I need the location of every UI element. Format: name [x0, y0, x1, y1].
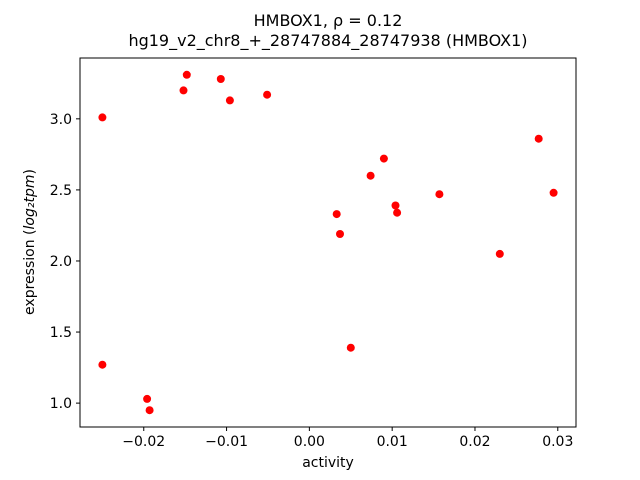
- x-axis-label: activity: [302, 455, 354, 471]
- y-tick-label: 1.5: [50, 325, 72, 341]
- data-point: [336, 230, 344, 238]
- data-point: [366, 171, 375, 180]
- data-point: [393, 208, 402, 217]
- x-tick-label: 0.02: [459, 434, 490, 450]
- data-point: [346, 343, 355, 352]
- data-point: [98, 113, 107, 122]
- chart-title-line1: HMBOX1, ρ = 0.12: [253, 11, 403, 30]
- data-point: [549, 188, 558, 197]
- data-point: [216, 75, 225, 83]
- data-point: [143, 394, 152, 403]
- x-tick-label: −0.01: [205, 434, 248, 450]
- axes-frame: [79, 57, 577, 428]
- y-tick-label: 2.5: [50, 183, 72, 199]
- x-tick-label: −0.02: [122, 434, 165, 450]
- y-tick-label: 2.0: [50, 254, 72, 270]
- y-tick-label: 1.0: [50, 396, 72, 412]
- data-point: [179, 86, 188, 95]
- data-point: [182, 70, 191, 79]
- data-point: [98, 360, 107, 369]
- chart-title: HMBOX1, ρ = 0.12 hg19_v2_chr8_+_28747884…: [80, 11, 576, 51]
- data-point: [225, 96, 234, 105]
- data-point: [263, 90, 272, 99]
- y-tick-label: 3.0: [50, 112, 72, 128]
- data-point: [435, 190, 444, 199]
- data-point: [391, 201, 400, 210]
- data-point: [495, 249, 504, 258]
- x-tick-label: 0.01: [377, 434, 408, 450]
- x-tick-label: 0.00: [294, 434, 325, 450]
- data-point: [379, 154, 388, 163]
- data-point: [534, 134, 543, 143]
- data-point: [332, 210, 341, 219]
- x-tick-label: 0.03: [542, 434, 573, 450]
- data-point: [145, 406, 154, 415]
- chart-title-line2: hg19_v2_chr8_+_28747884_28747938 (HMBOX1…: [128, 31, 528, 50]
